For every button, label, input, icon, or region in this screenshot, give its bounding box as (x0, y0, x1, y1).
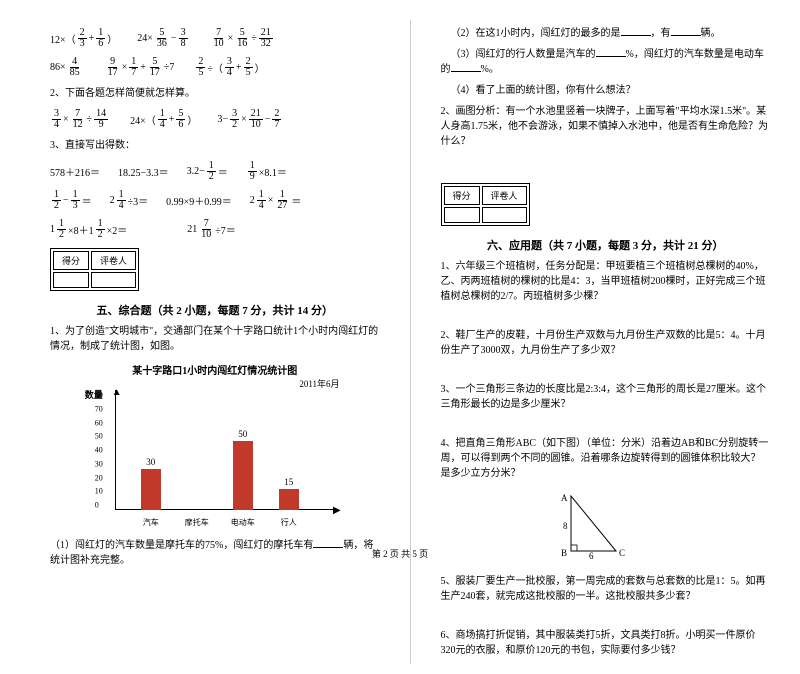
q5-1-sub2: （2）在这1小时内，闯红灯的最多的是，有辆。 (441, 26, 771, 41)
m2c4: 214×127＝ (250, 190, 302, 211)
eq-3: 710 × 516 ÷ 2132 (210, 28, 275, 49)
m3c1: 112×8＋112×2＝ (50, 219, 127, 240)
q6-4-text: 4、把直角三角形ABC（如下图）（单位：分米）沿着边AB和BC分别旋转一周，可以… (441, 436, 771, 481)
right-column: （2）在这1小时内，闯红灯的最多的是，有辆。 （3）闯红灯的行人数量是汽车的%，… (441, 20, 771, 664)
q6-5-text: 5、服装厂要生产一批校服，第一周完成的套数与总套数的比是1：5。如再生产240套… (441, 574, 771, 604)
m1c4: 19×8.1＝ (246, 161, 287, 182)
mental-row-2: 12−13＝ 214÷3＝ 0.99×9＋0.99＝ 214×127＝ (50, 190, 380, 211)
eq-4: 86× 485 (50, 57, 84, 78)
equation-row-2: 86× 485 917 × 17 + 517 ÷7 25 ÷（34 + 25） (50, 57, 380, 78)
eq-1: 12×（23 + 16） (50, 28, 117, 49)
q5-2-text: 2、画图分析：有一个水池里竖着一块牌子，上面写着"平均水深1.5米"。某人身高1… (441, 104, 771, 149)
q5-1-sub4: （4）看了上面的统计图，你有什么想法？ (441, 83, 771, 98)
eq-6: 25 ÷（34 + 25） (194, 57, 264, 78)
section-6-title: 六、应用题（共 7 小题，每题 3 分，共计 21 分） (441, 237, 771, 253)
m2c3: 0.99×9＋0.99＝ (166, 193, 232, 208)
m3c3: 21710÷7＝ (187, 219, 236, 240)
q5-1-sub3: （3）闯红灯的行人数量是汽车的%，闯红灯的汽车数量是电动车的%。 (441, 47, 771, 77)
q6-3-text: 3、一个三角形三条边的长度比是2:3:4，这个三角形的周长是27厘米。这个三角形… (441, 382, 771, 412)
equation-row-3: 34 × 712 ÷ 149 24×（14 + 56） 3− 32 × 2110… (50, 109, 380, 130)
eq-8: 24×（14 + 56） (130, 109, 197, 130)
svg-text:A: A (561, 493, 568, 503)
q6-2-text: 2、鞋厂生产的皮鞋，十月份生产双数与九月份生产双数的比是5：4。十月份生产了30… (441, 328, 771, 358)
m2c1: 12−13＝ (50, 190, 92, 211)
m2c2: 214÷3＝ (110, 190, 149, 211)
equation-row-1: 12×（23 + 16） 24× 536 − 38 710 × 516 ÷ 21… (50, 28, 380, 49)
column-divider (410, 20, 411, 664)
arrow-right-icon: ▶ (333, 505, 341, 516)
question-2-title: 2、下面各题怎样简便就怎样算。 (50, 86, 380, 101)
section-5-title: 五、综合题（共 2 小题，每题 7 分，共计 14 分） (50, 302, 380, 318)
svg-text:8: 8 (563, 521, 568, 531)
mental-row-1: 578＋216＝ 18.25−3.3＝ 3.2−12＝ 19×8.1＝ (50, 161, 380, 182)
m1c3: 3.2−12＝ (187, 161, 228, 182)
score-box-section5: 得分评卷人 (50, 248, 380, 294)
chart-container: 某十字路口1小时内闯红灯情况统计图 2011年6月 数量 ▲ ▶ 0102030… (50, 362, 380, 530)
arrow-up-icon: ▲ (112, 387, 122, 398)
q6-6-text: 6、商场搞打折促销，其中服装类打5折，文具类打8折。小明买一件原价320元的衣服… (441, 628, 771, 658)
eq-2: 24× 536 − 38 (137, 28, 189, 49)
q5-1-text: 1、为了创造"文明城市"，交通部门在某个十字路口统计1个小时内闯红灯的情况，制成… (50, 324, 380, 354)
chart-title: 某十字路口1小时内闯红灯情况统计图 (50, 362, 380, 377)
score-box-section6: 得分评卷人 (441, 183, 771, 229)
bar-chart: 数量 ▲ ▶ 01020304050607080汽车30摩托车电动车50行人15 (85, 390, 345, 530)
page-footer: 第 2 页 共 5 页 (0, 547, 800, 560)
left-column: 12×（23 + 16） 24× 536 − 38 710 × 516 ÷ 21… (50, 20, 380, 664)
eq-7: 34 × 712 ÷ 149 (50, 109, 110, 130)
question-3-title: 3、直接写出得数： (50, 138, 380, 153)
mental-row-3: 112×8＋112×2＝ 21710÷7＝ (50, 219, 380, 240)
m1c2: 18.25−3.3＝ (118, 164, 169, 179)
m1c1: 578＋216＝ (50, 164, 100, 179)
q6-1-text: 1、六年级三个班植树，任务分配是：甲班要植三个班植树总棵树的40%，乙、丙两班植… (441, 259, 771, 304)
eq-5: 917 × 17 + 517 ÷7 (104, 57, 175, 78)
eq-9: 3− 32 × 2110 − 27 (217, 109, 283, 130)
